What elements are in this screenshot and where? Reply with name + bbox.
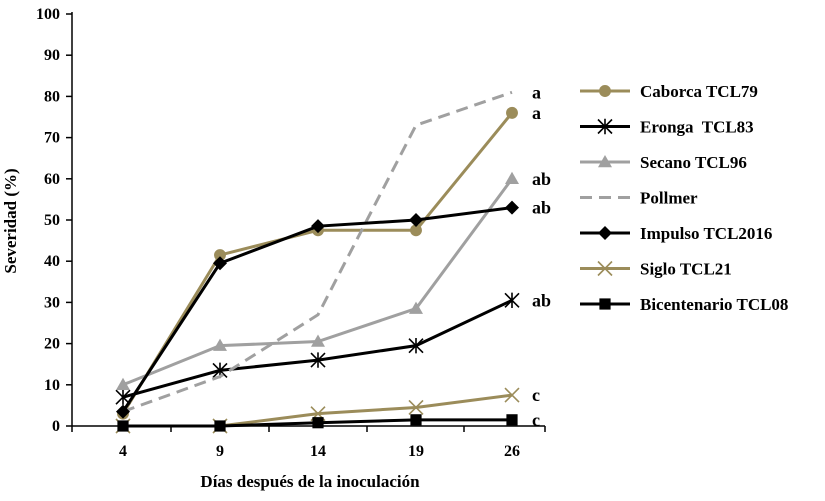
data-point xyxy=(408,337,424,354)
y-tick-label: 70 xyxy=(44,130,60,147)
y-tick-label: 30 xyxy=(44,294,60,311)
data-point xyxy=(598,226,612,240)
data-point xyxy=(213,338,227,351)
x-tick-label: 19 xyxy=(408,443,424,460)
y-tick-label: 80 xyxy=(44,88,60,105)
x-tick-label: 26 xyxy=(504,443,520,460)
data-point xyxy=(311,334,325,347)
legend-label: Pollmer xyxy=(640,189,698,208)
significance-letter: a xyxy=(532,82,541,102)
data-point xyxy=(504,387,520,403)
data-point xyxy=(506,414,518,426)
data-point xyxy=(214,420,226,432)
y-tick-label: 20 xyxy=(44,336,60,353)
data-point xyxy=(599,85,611,97)
data-point xyxy=(505,200,519,215)
y-tick-label: 40 xyxy=(44,253,60,270)
data-point xyxy=(117,420,129,432)
legend-entry: Pollmer xyxy=(580,189,698,208)
x-axis-title: Días después de la inoculación xyxy=(200,472,420,491)
data-point xyxy=(506,106,518,119)
y-tick-label: 100 xyxy=(36,6,60,23)
significance-letter: c xyxy=(532,385,540,405)
data-point xyxy=(310,352,326,368)
legend-label: Bicentenario TCL08 xyxy=(640,295,788,314)
data-point xyxy=(214,249,226,261)
data-point xyxy=(505,171,519,185)
series-line xyxy=(121,111,514,415)
legend-label: Impulso TCL2016 xyxy=(640,224,772,243)
y-tick-label: 0 xyxy=(52,418,60,435)
significance-letter: ab xyxy=(532,198,551,218)
data-point xyxy=(597,118,613,135)
legend-label: Caborca TCL79 xyxy=(640,82,758,101)
series-0 xyxy=(117,106,518,420)
data-point xyxy=(213,256,227,271)
data-point xyxy=(408,399,424,416)
legend-entry: Siglo TCL21 xyxy=(580,260,732,279)
legend-label: Siglo TCL21 xyxy=(640,260,732,279)
data-point xyxy=(409,301,423,314)
data-point xyxy=(311,219,325,234)
x-tick-label: 9 xyxy=(216,443,224,460)
y-tick-label: 90 xyxy=(44,47,60,64)
data-point xyxy=(410,224,422,237)
series-4 xyxy=(116,200,519,419)
series-line xyxy=(122,90,513,413)
significance-letter: a xyxy=(532,103,541,123)
data-point xyxy=(504,292,520,309)
x-tick-label: 14 xyxy=(310,443,326,460)
data-point xyxy=(598,155,612,168)
legend-entry: Caborca TCL79 xyxy=(580,82,758,101)
axes: 0 10 20 30 40 50 60 70 80 90 100 4 9 14 19 26 xyxy=(36,6,546,460)
data-point xyxy=(599,298,611,310)
x-tick-label: 4 xyxy=(119,443,127,460)
series-2 xyxy=(116,171,519,391)
y-tick-label: 10 xyxy=(44,377,60,394)
legend-entry: Eronga TCL83 xyxy=(580,118,754,137)
y-tick-label: 50 xyxy=(44,212,60,229)
y-axis-title: Severidad (%) xyxy=(1,168,20,273)
series-group xyxy=(115,90,520,434)
data-point xyxy=(116,377,130,391)
data-point xyxy=(116,404,130,419)
significance-letter: c xyxy=(532,410,540,430)
legend-label: Eronga TCL83 xyxy=(640,118,754,137)
series-3 xyxy=(122,90,513,413)
series-1 xyxy=(115,292,520,405)
data-point xyxy=(410,414,422,426)
significance-labels: aa ab ab ab cc xyxy=(532,82,551,430)
significance-letter: ab xyxy=(532,290,551,310)
legend-entry: Impulso TCL2016 xyxy=(580,224,772,243)
legend-entry: Secano TCL96 xyxy=(580,153,747,172)
y-tick-label: 60 xyxy=(44,171,60,188)
series-6 xyxy=(117,414,518,432)
data-point xyxy=(312,417,324,429)
legend: Caborca TCL79 Eronga TCL83 Secano TCL96 Pol… xyxy=(580,82,788,314)
significance-letter: ab xyxy=(532,169,551,189)
data-point xyxy=(597,260,613,277)
legend-entry: Bicentenario TCL08 xyxy=(580,295,788,314)
data-point xyxy=(409,213,423,227)
legend-label: Secano TCL96 xyxy=(640,153,747,172)
